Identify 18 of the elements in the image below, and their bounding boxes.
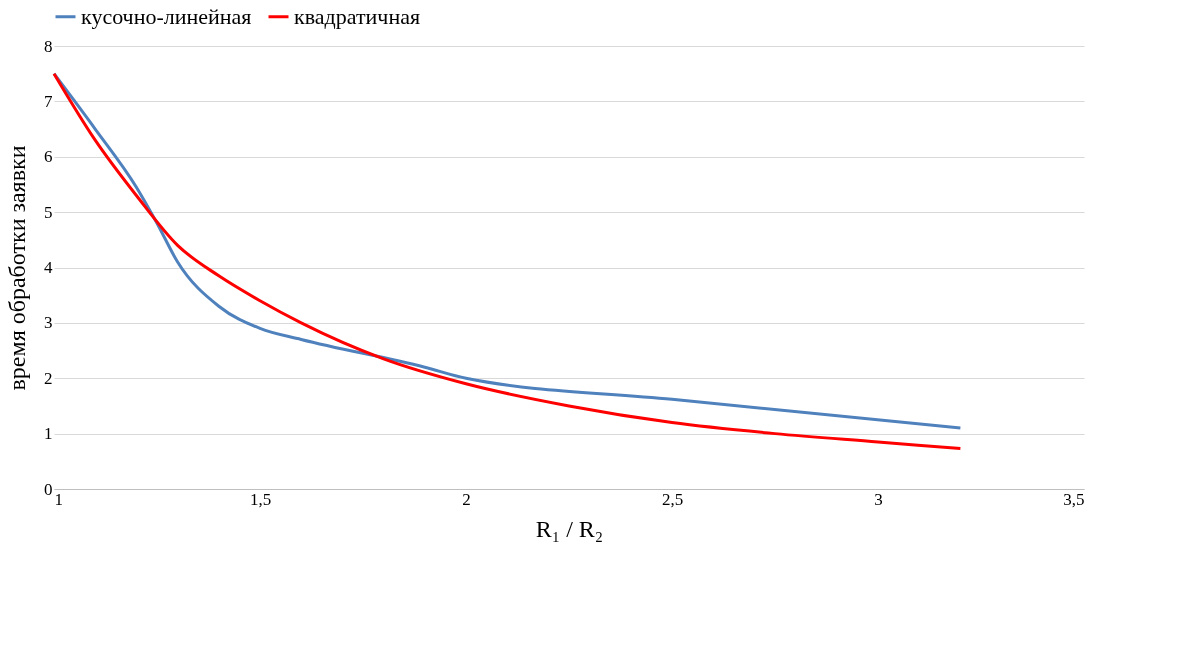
x-axis-title: R₁ / R₂: [535, 515, 604, 542]
legend-label: квадратичная: [294, 3, 421, 29]
y-axis-title: время обработки заявки: [4, 145, 30, 391]
x-tick-label: 1,5: [249, 489, 272, 509]
y-tick-label: 2: [44, 368, 53, 388]
y-tick-label: 8: [44, 36, 53, 56]
x-tick-label: 3: [874, 489, 883, 509]
legend-label: кусочно-линейная: [81, 3, 252, 29]
y-tick-label: 7: [44, 91, 53, 111]
y-tick-label: 0: [44, 479, 53, 499]
x-tick-label: 2: [462, 489, 471, 509]
y-tick-label: 6: [44, 147, 53, 167]
y-tick-label: 1: [44, 424, 53, 444]
y-tick-label: 5: [44, 202, 53, 222]
x-tick-label: 2,5: [661, 489, 684, 509]
x-tick-label: 3,5: [1063, 489, 1085, 509]
y-tick-label: 4: [44, 258, 53, 277]
y-tick-label: 3: [44, 313, 53, 333]
